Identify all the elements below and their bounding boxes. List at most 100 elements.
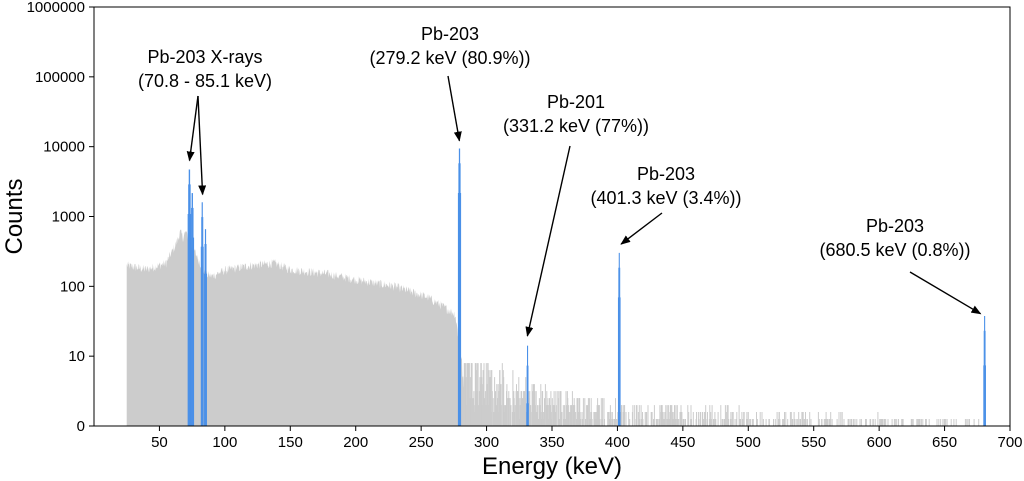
- annotation-line: (680.5 keV (0.8%)): [819, 240, 970, 260]
- peak-1: [190, 193, 195, 426]
- peak-bin: [984, 316, 985, 426]
- annotation-line: Pb-203: [421, 24, 479, 44]
- peak-bin: [201, 202, 203, 426]
- peak-bin: [458, 163, 460, 427]
- annotation-arrow: [525, 145, 571, 337]
- peak-bin: [200, 246, 202, 426]
- peak-bin: [526, 365, 528, 426]
- peak-2: [200, 202, 204, 426]
- peak-bin: [983, 330, 985, 426]
- x-tick-label: 450: [670, 434, 695, 451]
- y-axis: 0 10 100 1000 10000 100000 1000000: [27, 0, 94, 435]
- peak-6: [617, 252, 621, 426]
- annotation-arrow: [620, 212, 663, 245]
- peak-bin: [458, 148, 460, 426]
- peak-bin: [528, 403, 529, 426]
- x-axis-label: Energy (keV): [482, 453, 622, 480]
- peak-bin: [983, 365, 984, 426]
- y-tick-label: 100: [60, 278, 85, 295]
- y-tick-label: 0: [77, 418, 85, 435]
- peak-layer: [187, 148, 986, 427]
- annotation-arrow: [186, 95, 199, 162]
- y-tick-label: 1000: [52, 209, 85, 226]
- peak-bin: [192, 207, 194, 426]
- peak-bin: [202, 246, 204, 426]
- peak-bin: [204, 273, 205, 426]
- peak-bin: [204, 229, 206, 426]
- peak-bin: [459, 148, 461, 426]
- annotation-line: (331.2 keV (77%)): [503, 116, 649, 136]
- annotation-line: Pb-203: [637, 164, 695, 184]
- peak-bin: [619, 297, 621, 426]
- peak-bin: [201, 217, 202, 426]
- peak-bin: [190, 237, 192, 426]
- annotation-arrow: [197, 95, 207, 196]
- annotation-arrow: [447, 75, 462, 142]
- peak-bin: [460, 193, 462, 426]
- peak-bin: [459, 163, 461, 427]
- x-tick-label: 600: [867, 434, 892, 451]
- y-tick-label: 10000: [43, 139, 85, 156]
- annotation-1: Pb-203 (279.2 keV (80.9%)): [369, 24, 531, 142]
- annotation-line: Pb-203: [866, 216, 924, 236]
- peak-bin: [192, 193, 193, 426]
- y-axis-label: Counts: [1, 178, 28, 254]
- peak-bin: [985, 365, 986, 426]
- peak-bin: [188, 169, 190, 426]
- x-tick-label: 400: [605, 434, 630, 451]
- peak-7: [983, 316, 986, 426]
- annotation-3: Pb-203 (401.3 keV (3.4%)): [590, 164, 742, 245]
- x-tick-label: 700: [997, 434, 1022, 451]
- peak-bin: [202, 217, 204, 426]
- annotation-line: (401.3 keV (3.4%)): [590, 188, 741, 208]
- annotation-0: Pb-203 X-rays (70.8 - 85.1 keV): [138, 47, 272, 196]
- peak-bin: [191, 207, 192, 426]
- y-tick-label: 1000000: [27, 0, 85, 16]
- annotation-4: Pb-203 (680.5 keV (0.8%)): [819, 216, 982, 315]
- x-tick-label: 550: [801, 434, 826, 451]
- peak-bin: [527, 345, 528, 426]
- x-tick-label: 350: [539, 434, 564, 451]
- peak-bin: [619, 252, 620, 426]
- peak-bin: [617, 297, 619, 426]
- annotation-line: Pb-203 X-rays: [147, 47, 262, 67]
- peak-bin: [527, 365, 529, 426]
- annotation-layer: Pb-203 X-rays (70.8 - 85.1 keV) Pb-203 (279…: [138, 24, 982, 337]
- x-tick-label: 300: [474, 434, 499, 451]
- peak-bin: [205, 244, 207, 426]
- x-tick-label: 650: [932, 434, 957, 451]
- peak-4: [457, 148, 462, 427]
- x-tick-label: 200: [343, 434, 368, 451]
- peak-bin: [204, 244, 206, 426]
- peak-bin: [187, 214, 189, 426]
- annotation-line: (70.8 - 85.1 keV): [138, 71, 272, 91]
- x-tick-label: 150: [278, 434, 303, 451]
- y-tick-label: 10: [68, 348, 85, 365]
- x-tick-label: 50: [151, 434, 168, 451]
- y-tick-label: 100000: [35, 69, 85, 86]
- peak-bin: [206, 273, 207, 426]
- peak-bin: [189, 184, 191, 426]
- x-tick-label: 500: [736, 434, 761, 451]
- x-tick-label: 250: [409, 434, 434, 451]
- annotation-arrow: [909, 271, 982, 315]
- peak-bin: [984, 316, 986, 426]
- peak-bin: [193, 237, 195, 426]
- annotation-line: (279.2 keV (80.9%)): [369, 48, 530, 68]
- peak-bin: [984, 330, 986, 426]
- peak-bin: [191, 193, 193, 426]
- peak-bin: [527, 345, 529, 426]
- peak-3: [204, 229, 207, 426]
- annotation-2: Pb-201 (331.2 keV (77%)): [503, 92, 649, 337]
- peak-bin: [205, 229, 207, 426]
- peak-bin: [526, 403, 527, 426]
- annotation-line: Pb-201: [547, 92, 605, 112]
- background-spectrum-area: [126, 229, 465, 426]
- peak-bin: [618, 252, 620, 426]
- peak-bin: [202, 202, 203, 426]
- peak-bin: [457, 193, 459, 426]
- peak-bin: [189, 169, 191, 426]
- peak-bin: [618, 267, 620, 426]
- peak-bin: [188, 184, 190, 426]
